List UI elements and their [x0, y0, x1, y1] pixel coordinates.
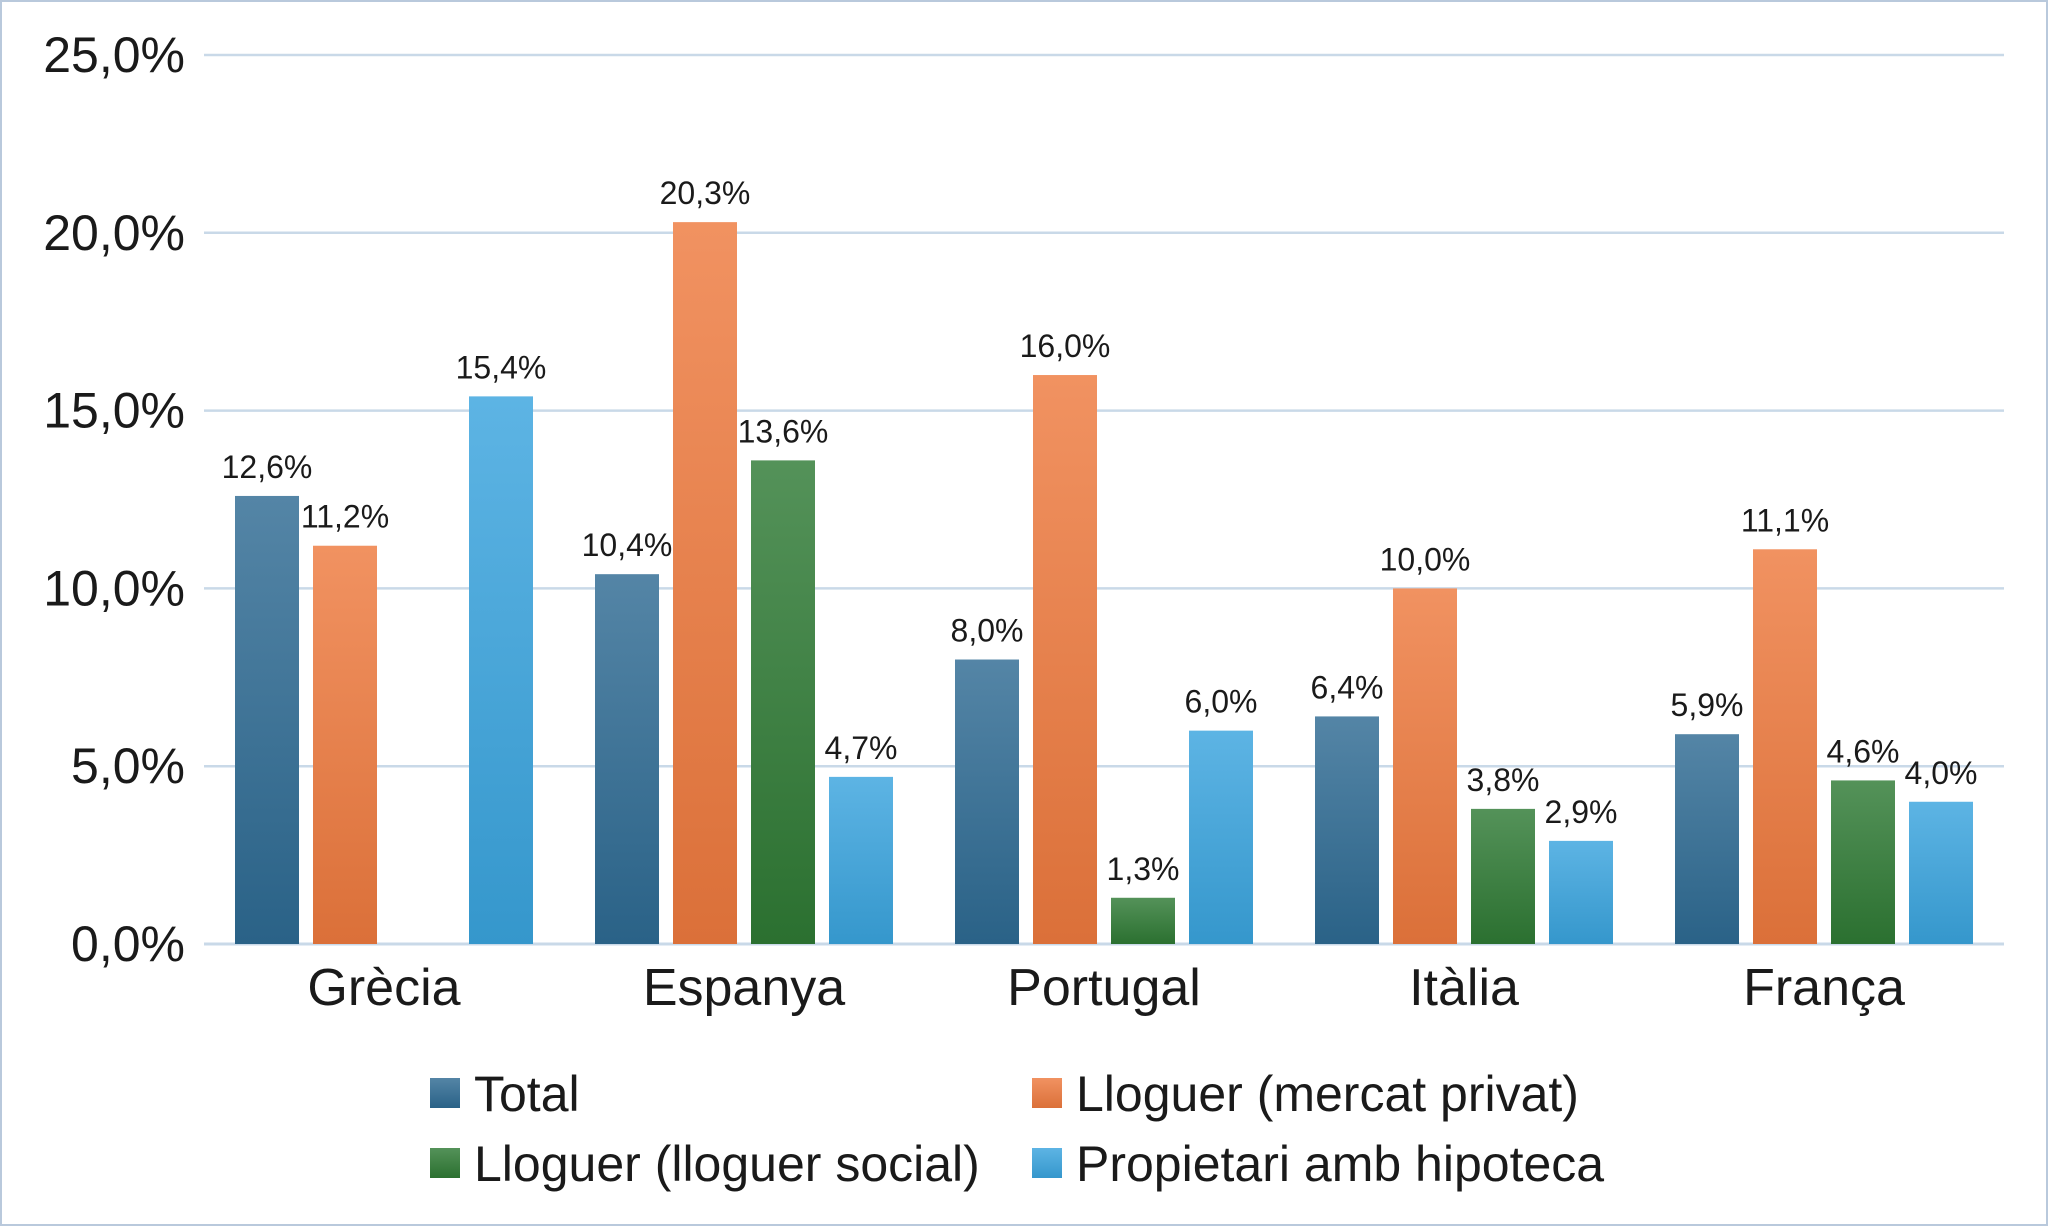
- bar-franca-propietari-amb-hipoteca: [1909, 801, 1973, 944]
- bar-franca-lloguer-lloguer-social: [1831, 780, 1895, 944]
- data-label-franca-lloguer-lloguer-social: 4,6%: [1827, 733, 1900, 769]
- bar-grecia-lloguer-mercat-privat: [313, 545, 377, 944]
- legend-swatch-lloguer-mercat-privat: [1032, 1078, 1062, 1108]
- data-label-grecia-lloguer-mercat-privat: 11,2%: [301, 499, 389, 535]
- legend-label-lloguer-lloguer-social: Lloguer (lloguer social): [474, 1136, 980, 1192]
- y-tick-label: 10,0%: [43, 560, 185, 616]
- bar-espanya-propietari-amb-hipoteca: [829, 776, 893, 944]
- y-tick-label: 25,0%: [43, 27, 185, 83]
- bar-franca-lloguer-mercat-privat: [1753, 549, 1817, 944]
- data-label-portugal-lloguer-mercat-privat: 16,0%: [1020, 328, 1111, 364]
- legend-label-lloguer-mercat-privat: Lloguer (mercat privat): [1076, 1066, 1579, 1122]
- data-label-portugal-propietari-amb-hipoteca: 6,0%: [1185, 684, 1258, 720]
- legend-swatch-total: [430, 1078, 460, 1108]
- bar-portugal-propietari-amb-hipoteca: [1189, 730, 1253, 944]
- y-axis-ticks: 0,0% 5,0% 10,0% 15,0% 20,0% 25,0%: [43, 27, 185, 972]
- data-label-franca-propietari-amb-hipoteca: 4,0%: [1905, 755, 1978, 791]
- data-label-espanya-total: 10,4%: [582, 527, 673, 563]
- legend: Total Lloguer (mercat privat) Lloguer (llo…: [430, 1066, 1604, 1192]
- bar-portugal-lloguer-lloguer-social: [1111, 897, 1175, 944]
- data-label-portugal-total: 8,0%: [951, 613, 1024, 649]
- bar-espanya-total: [595, 574, 659, 944]
- data-label-espanya-lloguer-lloguer-social: 13,6%: [738, 413, 829, 449]
- bar-espanya-lloguer-mercat-privat: [673, 222, 737, 944]
- data-label-grecia-total: 12,6%: [222, 449, 313, 485]
- bar-grecia-total: [235, 495, 299, 944]
- bar-portugal-total: [955, 659, 1019, 944]
- bars: [235, 222, 1973, 945]
- bar-italia-lloguer-lloguer-social: [1471, 808, 1535, 944]
- legend-label-propietari-amb-hipoteca: Propietari amb hipoteca: [1076, 1136, 1604, 1192]
- bar-espanya-lloguer-lloguer-social: [751, 460, 815, 944]
- data-label-italia-total: 6,4%: [1311, 669, 1384, 705]
- x-category-label: França: [1743, 959, 1905, 1017]
- bar-italia-lloguer-mercat-privat: [1393, 588, 1457, 944]
- y-tick-label: 0,0%: [71, 916, 185, 972]
- y-tick-label: 5,0%: [71, 738, 185, 794]
- legend-swatch-propietari-amb-hipoteca: [1032, 1148, 1062, 1178]
- bar-grecia-propietari-amb-hipoteca: [469, 396, 533, 945]
- x-category-label: Espanya: [643, 959, 845, 1017]
- data-label-italia-lloguer-mercat-privat: 10,0%: [1380, 541, 1471, 577]
- x-axis-categories: Grècia Espanya Portugal Itàlia França: [307, 959, 1905, 1017]
- x-category-label: Itàlia: [1409, 959, 1519, 1017]
- bar-franca-total: [1675, 734, 1739, 944]
- bar-portugal-lloguer-mercat-privat: [1033, 375, 1097, 944]
- bar-italia-total: [1315, 716, 1379, 944]
- y-tick-label: 15,0%: [43, 383, 185, 439]
- data-label-italia-lloguer-lloguer-social: 3,8%: [1467, 762, 1540, 798]
- data-labels: 12,6% 11,2% 15,4% 10,4% 20,3% 13,6% 4,7% 8,0% 16…: [222, 175, 1978, 887]
- data-label-espanya-lloguer-mercat-privat: 20,3%: [660, 175, 751, 211]
- data-label-italia-propietari-amb-hipoteca: 2,9%: [1545, 794, 1618, 830]
- data-label-grecia-propietari-amb-hipoteca: 15,4%: [456, 349, 547, 385]
- legend-label-total: Total: [474, 1066, 580, 1122]
- data-label-franca-lloguer-mercat-privat: 11,1%: [1741, 502, 1829, 538]
- x-category-label: Grècia: [307, 959, 460, 1017]
- bar-italia-propietari-amb-hipoteca: [1549, 840, 1613, 944]
- data-label-espanya-propietari-amb-hipoteca: 4,7%: [825, 730, 898, 766]
- y-tick-label: 20,0%: [43, 205, 185, 261]
- legend-swatch-lloguer-lloguer-social: [430, 1148, 460, 1178]
- data-label-portugal-lloguer-lloguer-social: 1,3%: [1107, 851, 1180, 887]
- data-label-franca-total: 5,9%: [1671, 687, 1744, 723]
- x-category-label: Portugal: [1007, 959, 1201, 1017]
